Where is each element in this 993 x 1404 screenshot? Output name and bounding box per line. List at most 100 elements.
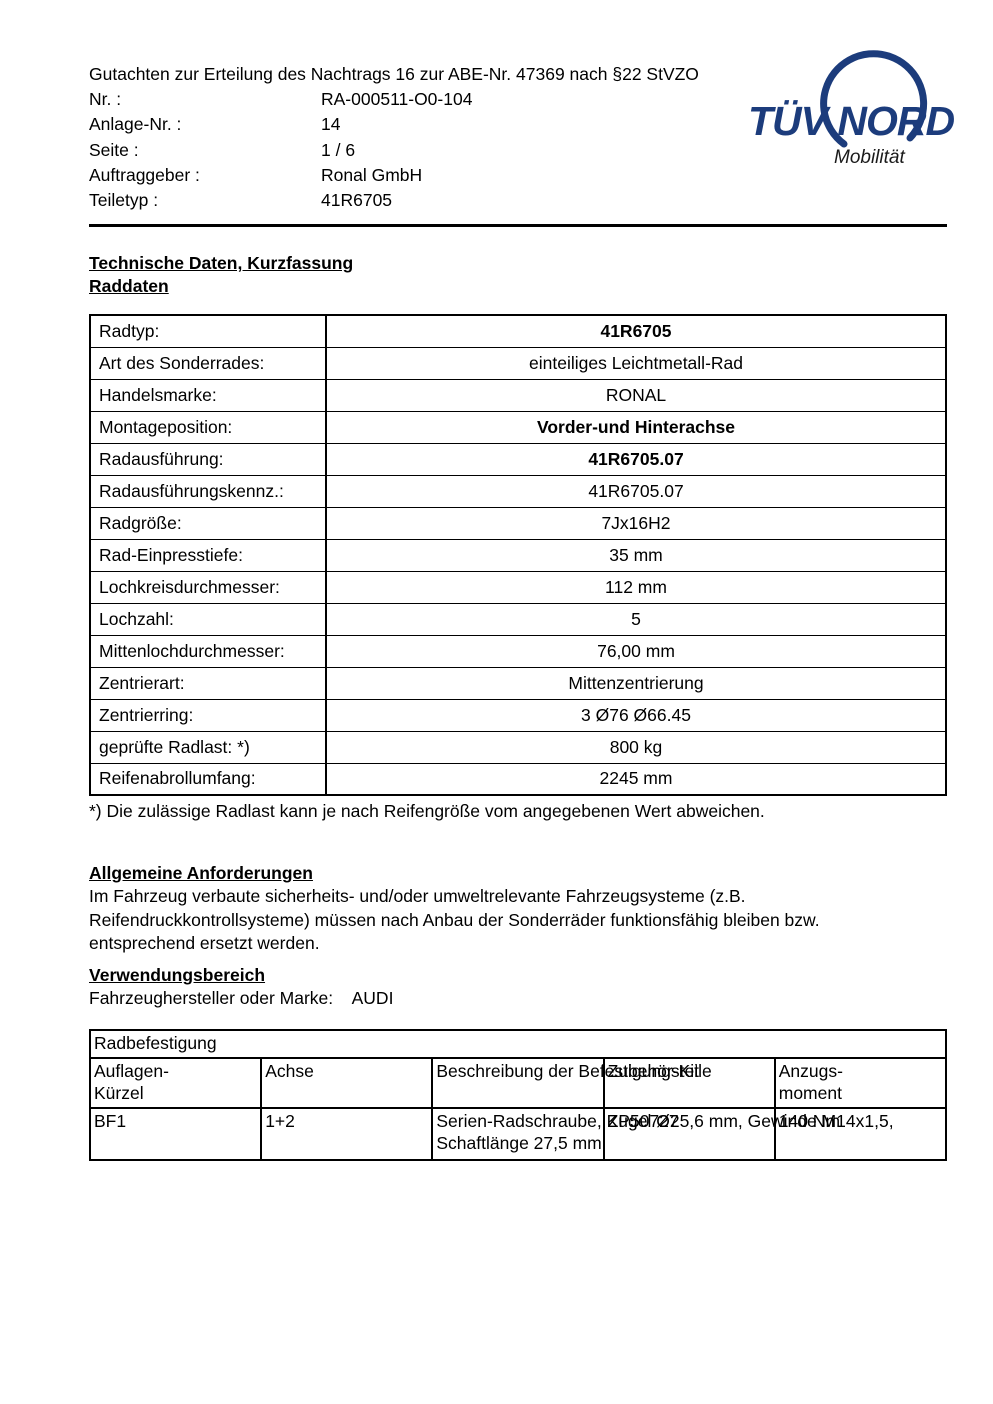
- table-row: geprüfte Radlast: *) 800 kg: [89, 730, 947, 764]
- row-label: Zentrierart:: [89, 666, 327, 700]
- header-value-nr: RA-000511-O0-104: [321, 89, 473, 110]
- cell-achse: 1+2: [260, 1107, 434, 1161]
- table-row: Lochkreisdurchmesser: 112 mm: [89, 570, 947, 604]
- row-value: 41R6705: [325, 314, 947, 348]
- header-anzugsmoment-line-1: Anzugs-: [778, 1061, 843, 1081]
- row-label: Zentrierring:: [89, 698, 327, 732]
- technical-data-heading: Technische Daten, Kurzfassung: [89, 253, 354, 273]
- row-value: 7Jx16H2: [325, 506, 947, 540]
- table-row: Lochzahl: 5: [89, 602, 947, 636]
- header-anzugsmoment-line-2: moment: [778, 1083, 842, 1103]
- row-value: 3 Ø76 Ø66.45: [325, 698, 947, 732]
- row-value: einteiliges Leichtmetall-Rad: [325, 346, 947, 380]
- cell-anzugsmoment: 140 Nm: [773, 1107, 948, 1161]
- row-label: Rad-Einpresstiefe:: [89, 538, 327, 572]
- row-label: Art des Sonderrades:: [89, 346, 327, 380]
- header-anzugsmoment: Anzugs- moment: [773, 1057, 948, 1109]
- row-value: 112 mm: [325, 570, 947, 604]
- general-requirements-line-3: entsprechend ersetzt werden.: [89, 933, 320, 953]
- tuv-nord-logo: TÜV NORD Mobilität: [742, 46, 954, 168]
- header-achse: Achse: [260, 1057, 434, 1109]
- wheel-data-table: Radtyp: 41R6705 Art des Sonderrades: ein…: [89, 314, 947, 796]
- table-row: Radausführungskennz.: 41R6705.07: [89, 474, 947, 508]
- row-label: Radausführung:: [89, 442, 327, 476]
- vehicle-manufacturer-line: Fahrzeughersteller oder Marke: AUDI: [89, 988, 394, 1008]
- header-row-seite: Seite : 1 / 6: [89, 138, 729, 163]
- row-label: Montageposition:: [89, 410, 327, 444]
- general-requirements-line-1: Im Fahrzeug verbaute sicherheits- und/od…: [89, 886, 746, 906]
- row-label: Lochzahl:: [89, 602, 327, 636]
- row-value: Vorder-und Hinterachse: [325, 410, 947, 444]
- header-zubehoer-kit: Zubehör-Kit: [602, 1057, 776, 1109]
- wheel-fastening-table: Radbefestigung Auflagen- Kürzel Achse Be…: [88, 1029, 948, 1161]
- header-value-teiletyp: 41R6705: [321, 190, 393, 211]
- row-label: Radgröße:: [89, 506, 327, 540]
- header-auflagen-kuerzel-line-2: Kürzel: [94, 1083, 144, 1103]
- wheel-data-heading: Raddaten: [89, 276, 169, 296]
- general-requirements-block: Allgemeine Anforderungen Im Fahrzeug ver…: [89, 862, 889, 956]
- logo-arc-icon: [820, 50, 928, 148]
- cell-auflagen-kuerzel: BF1: [88, 1107, 263, 1161]
- row-label: Handelsmarke:: [89, 378, 327, 412]
- table-row: Art des Sonderrades: einteiliges Leichtm…: [89, 346, 947, 380]
- table-row: Mittenlochdurchmesser: 76,00 mm: [89, 634, 947, 668]
- table-caption-row: Radbefestigung: [89, 1029, 947, 1059]
- header-auflagen-kuerzel-line-1: Auflagen-: [94, 1061, 169, 1081]
- document-header: Gutachten zur Erteilung des Nachtrags 16…: [89, 62, 729, 213]
- application-area-heading: Verwendungsbereich: [89, 965, 266, 985]
- header-label-teiletyp: Teiletyp :: [89, 190, 159, 211]
- row-value: Mittenzentrierung: [325, 666, 947, 700]
- table-row: Radtyp: 41R6705: [89, 314, 947, 348]
- table-header-row: Auflagen- Kürzel Achse Beschreibung der …: [88, 1057, 948, 1109]
- row-value: 5: [325, 602, 947, 636]
- row-value: 800 kg: [325, 730, 947, 764]
- cell-zubehoer-kit: ZP50727: [602, 1107, 776, 1161]
- table-row: Montageposition: Vorder-und Hinterachse: [89, 410, 947, 444]
- row-label: geprüfte Radlast: *): [89, 730, 327, 764]
- cell-beschreibung-line-1: Serien-Radschraube, Kugel Ø25,6 mm, Gewi…: [436, 1111, 894, 1131]
- general-requirements-line-2: Reifendruckkontrollsysteme) müssen nach …: [89, 909, 820, 930]
- table-row: Radausführung: 41R6705.07: [89, 442, 947, 476]
- table-row: BF1 1+2 Serien-Radschraube, Kugel Ø25,6 …: [88, 1107, 948, 1161]
- table-row: Radgröße: 7Jx16H2: [89, 506, 947, 540]
- header-row-teiletyp: Teiletyp : 41R6705: [89, 188, 729, 213]
- row-label: Reifenabrollumfang:: [89, 762, 327, 796]
- logo-tagline: Mobilität: [834, 147, 905, 168]
- header-label-seite: Seite :: [89, 139, 139, 160]
- document-title: Gutachten zur Erteilung des Nachtrags 16…: [89, 64, 699, 84]
- row-value: 41R6705.07: [325, 474, 947, 508]
- table-row: Rad-Einpresstiefe: 35 mm: [89, 538, 947, 572]
- header-label-nr: Nr. :: [89, 89, 122, 110]
- header-value-auftraggeber: Ronal GmbH: [321, 164, 423, 185]
- row-value: 76,00 mm: [325, 634, 947, 668]
- row-value: RONAL: [325, 378, 947, 412]
- header-value-seite: 1 / 6: [321, 139, 356, 160]
- table-row: Zentrierring: 3 Ø76 Ø66.45: [89, 698, 947, 732]
- header-divider: [89, 224, 947, 227]
- row-value: 35 mm: [325, 538, 947, 572]
- cell-beschreibung: Serien-Radschraube, Kugel Ø25,6 mm, Gewi…: [431, 1107, 894, 1161]
- header-row-auftraggeber: Auftraggeber : Ronal GmbH: [89, 163, 729, 188]
- table-row: Handelsmarke: RONAL: [89, 378, 947, 412]
- row-label: Mittenlochdurchmesser:: [89, 634, 327, 668]
- row-label: Radausführungskennz.:: [89, 474, 327, 508]
- logo-wordmark: TÜV NORD: [748, 98, 954, 144]
- row-label: Radtyp:: [89, 314, 327, 348]
- application-area-block: Verwendungsbereich Fahrzeughersteller od…: [89, 964, 889, 1011]
- header-row-anlage-nr: Anlage-Nr. : 14: [89, 112, 729, 137]
- row-value: 2245 mm: [325, 762, 947, 796]
- general-requirements-heading: Allgemeine Anforderungen: [89, 863, 313, 883]
- header-auflagen-kuerzel: Auflagen- Kürzel: [88, 1057, 263, 1109]
- header-value-anlage-nr: 14: [321, 114, 341, 135]
- table-row: Reifenabrollumfang: 2245 mm: [89, 762, 947, 796]
- header-label-anlage-nr: Anlage-Nr. :: [89, 114, 182, 135]
- fastening-table-caption: Radbefestigung: [89, 1029, 947, 1059]
- radlast-footnote: *) Die zulässige Radlast kann je nach Re…: [89, 801, 765, 821]
- cell-beschreibung-line-2: Schaftlänge 27,5 mm: [436, 1133, 602, 1153]
- row-label: Lochkreisdurchmesser:: [89, 570, 327, 604]
- table-row: Zentrierart: Mittenzentrierung: [89, 666, 947, 700]
- row-value: 41R6705.07: [325, 442, 947, 476]
- header-beschreibung: Beschreibung der Befestigungsteile: [431, 1057, 712, 1109]
- header-label-auftraggeber: Auftraggeber :: [89, 164, 200, 185]
